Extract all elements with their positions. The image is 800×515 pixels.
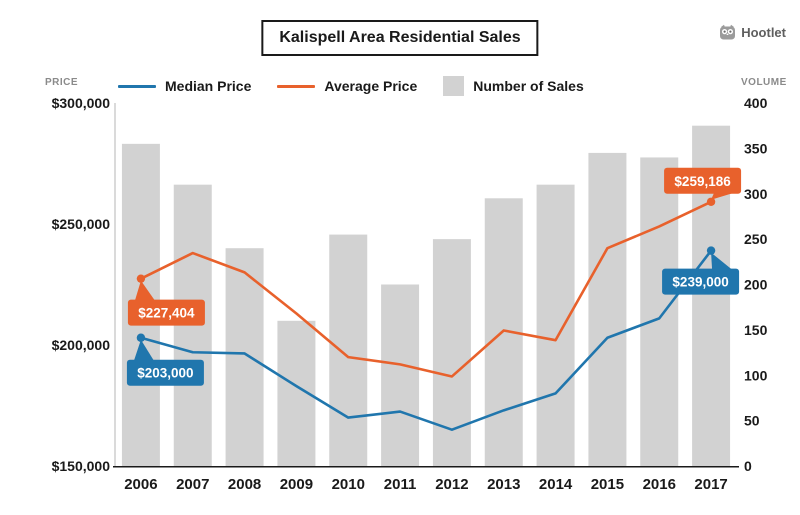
median-price-point-marker [136, 333, 146, 342]
hootlet-brand[interactable]: Hootlet [719, 24, 786, 41]
year-label: 2007 [176, 476, 209, 493]
legend-label: Number of Sales [473, 78, 584, 94]
average-price-line [139, 200, 713, 378]
legend-item-average-price: Average Price [277, 78, 417, 94]
callout-value: $259,186 [674, 174, 731, 189]
year-label: 2006 [124, 476, 157, 493]
price-callout: $227,404 [127, 280, 205, 326]
callout-box [127, 299, 205, 326]
average-price-swatch [277, 84, 316, 88]
price-callout: $239,000 [662, 252, 740, 295]
chart-title: Kalispell Area Residential Sales [261, 20, 539, 56]
sales-bar [225, 248, 264, 466]
sales-bar [432, 239, 471, 466]
volume-tick-label: 150 [744, 322, 768, 338]
price-tick-label: $300,000 [52, 95, 111, 111]
price-tick-label: $200,000 [52, 337, 111, 353]
median-price-point-marker [706, 246, 716, 255]
price-callout: $203,000 [126, 339, 204, 386]
callout-value: $203,000 [137, 366, 193, 381]
callout-value: $239,000 [672, 275, 728, 290]
year-label: 2010 [332, 476, 365, 493]
callout-pointer [133, 339, 154, 361]
callout-pointer [134, 280, 155, 301]
volume-axis-caption: VOLUME [741, 77, 787, 88]
sales-bar [381, 284, 420, 466]
year-label: 2014 [539, 476, 573, 493]
legend-label: Average Price [324, 78, 418, 94]
volume-tick-label: 300 [744, 186, 768, 202]
callout-pointer [711, 252, 733, 270]
chart-title-text: Kalispell Area Residential Sales [279, 29, 521, 46]
year-label: 2008 [228, 476, 261, 493]
price-callout: $259,186 [664, 167, 742, 200]
volume-tick-label: 100 [744, 367, 768, 383]
price-tick-label: $250,000 [52, 216, 111, 232]
average-price-point-marker [136, 274, 146, 283]
volume-tick-label: 400 [744, 95, 768, 111]
callout-box [126, 359, 204, 386]
year-label: 2011 [384, 476, 417, 493]
hootlet-owl-icon [719, 24, 736, 41]
price-axis-caption: PRICE [45, 77, 79, 88]
median-price-swatch [118, 84, 156, 88]
price-tick-label: $150,000 [52, 458, 111, 474]
volume-tick-label: 200 [744, 277, 768, 293]
callout-pointer [711, 192, 735, 200]
volume-tick-label: 250 [744, 231, 768, 247]
legend-label: Median Price [165, 78, 252, 94]
sales-bar [640, 157, 679, 466]
sales-bar [588, 152, 627, 466]
volume-tick-label: 50 [744, 413, 760, 429]
year-label: 2017 [694, 476, 727, 493]
year-label: 2009 [280, 476, 313, 493]
legend: Median Price Average Price Number of Sal… [118, 76, 584, 96]
callout-value: $227,404 [138, 306, 195, 321]
hootlet-label: Hootlet [741, 25, 786, 40]
sales-bar [536, 184, 575, 467]
average-price-point-marker [706, 197, 716, 206]
median-price-line [139, 249, 713, 432]
legend-item-number-of-sales: Number of Sales [443, 76, 584, 96]
volume-tick-label: 0 [744, 458, 752, 474]
year-label: 2016 [643, 476, 676, 493]
volume-tick-label: 350 [744, 140, 768, 156]
callout-box [662, 268, 740, 295]
year-label: 2015 [591, 476, 624, 493]
number-of-sales-swatch [443, 76, 465, 96]
legend-item-median-price: Median Price [118, 78, 251, 94]
callout-box [664, 167, 742, 194]
sales-bar [329, 234, 368, 466]
year-label: 2013 [487, 476, 520, 493]
year-label: 2012 [435, 476, 468, 493]
